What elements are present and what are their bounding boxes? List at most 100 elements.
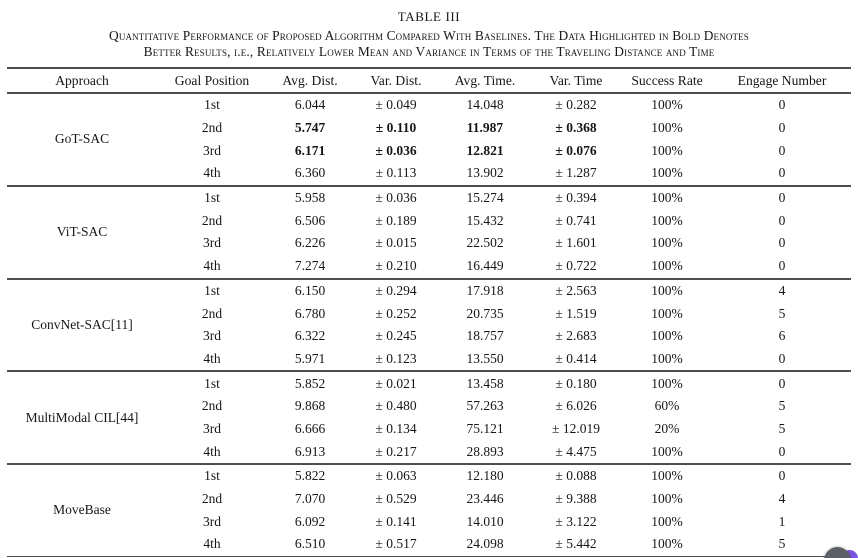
cell-goal: 1st — [204, 375, 220, 391]
approach-name: MultiModal CIL[44] — [25, 409, 139, 425]
cell-avg-time: 13.550 — [466, 350, 504, 366]
cell-success: 100% — [651, 350, 683, 366]
cell-success: 100% — [651, 468, 683, 484]
table-row: 2nd 9.868 ± 0.480 57.263 ± 6.026 60% 5 — [7, 395, 851, 418]
cell-engage: 0 — [778, 190, 786, 206]
caption-line-2: Better Results, i.e., Relatively Lower M… — [143, 44, 715, 59]
table-header-row: Approach Goal Position Avg. Dist. Var. Dist… — [7, 68, 851, 93]
cell-goal: 3rd — [203, 142, 221, 158]
cell-avg-time: 22.502 — [466, 235, 504, 251]
cell-engage: 0 — [778, 468, 786, 484]
column-header: Avg. Time. — [454, 72, 516, 88]
cell-avg-dist: 5.822 — [294, 468, 326, 484]
cell-goal: 3rd — [203, 328, 221, 344]
cell-avg-dist: 6.044 — [294, 97, 326, 113]
caption-line-1: Quantitative Performance of Proposed Alg… — [109, 28, 749, 43]
table-head: Approach Goal Position Avg. Dist. Var. Dist… — [7, 68, 851, 93]
table-row: GoT-SAC 1st 6.044 ± 0.049 14.048 ± 0.282 100% 0 — [7, 93, 851, 146]
cell-engage: 0 — [778, 165, 786, 181]
cell-engage: 5 — [778, 398, 786, 414]
cell-var-dist: ± 0.021 — [375, 375, 417, 391]
cell-engage: 5 — [778, 305, 786, 321]
widget-circle — [824, 547, 851, 558]
cell-goal: 4th — [203, 258, 221, 274]
cell-goal: 1st — [204, 190, 220, 206]
cell-var-time: ± 1.287 — [555, 165, 597, 181]
approach-group: ConvNet-SAC[11] 1st 6.150 ± 0.294 17.918 ± 2.… — [7, 278, 851, 372]
cell-success: 20% — [654, 420, 680, 436]
table-row: 3rd 6.092 ± 0.141 14.010 ± 3.122 100% 1 — [7, 510, 851, 533]
cell-var-dist: ± 0.113 — [375, 165, 417, 181]
cell-success: 100% — [651, 328, 683, 344]
cell-var-dist: ± 0.529 — [375, 491, 417, 507]
column-header: Var. Dist. — [370, 72, 422, 88]
table-row: 2nd 6.506 ± 0.189 15.432 ± 0.741 100% 0 — [7, 209, 851, 232]
cell-avg-dist: 5.958 — [294, 190, 326, 206]
table-row: ViT-SAC 1st 5.958 ± 0.036 15.274 ± 0.394 100% 0 — [7, 186, 851, 239]
cell-var-time: ± 1.601 — [555, 235, 597, 251]
cell-var-dist: ± 0.049 — [375, 97, 417, 113]
table-row: 4th 5.971 ± 0.123 13.550 ± 0.414 100% 0 — [7, 348, 851, 372]
cell-var-dist: ± 0.036 — [375, 142, 417, 158]
cell-var-time: ± 0.414 — [555, 350, 597, 366]
cell-var-dist: ± 0.063 — [375, 468, 417, 484]
cell-avg-time: 23.446 — [466, 491, 504, 507]
table-row: 3rd 6.171 ± 0.036 12.821 ± 0.076 100% 0 — [7, 139, 851, 162]
cell-avg-time: 75.121 — [466, 420, 504, 436]
cell-avg-time: 12.180 — [466, 468, 504, 484]
table-row: 3rd 6.666 ± 0.134 75.121 ± 12.019 20% 5 — [7, 418, 851, 441]
cell-avg-time: 15.432 — [466, 212, 504, 228]
cell-goal: 2nd — [201, 491, 223, 507]
cell-goal: 4th — [203, 536, 221, 552]
cell-var-dist: ± 0.517 — [375, 536, 417, 552]
cell-var-time: ± 6.026 — [555, 398, 597, 414]
cell-var-dist: ± 0.217 — [375, 443, 417, 459]
cell-var-time: ± 3.122 — [555, 513, 597, 529]
cell-var-dist: ± 0.252 — [375, 305, 417, 321]
cell-var-dist: ± 0.210 — [375, 258, 417, 274]
cell-goal: 3rd — [203, 513, 221, 529]
cell-goal: 2nd — [201, 120, 223, 136]
cell-var-time: ± 0.394 — [555, 190, 597, 206]
cell-engage: 6 — [778, 328, 786, 344]
cell-success: 100% — [651, 375, 683, 391]
cell-var-time: ± 0.282 — [555, 97, 597, 113]
cell-avg-dist: 6.171 — [294, 142, 326, 158]
table-label: TABLE III — [397, 9, 461, 24]
approach-group: ViT-SAC 1st 5.958 ± 0.036 15.274 ± 0.394 100% 0… — [7, 185, 851, 279]
floating-widget[interactable] — [820, 544, 858, 558]
cell-success: 100% — [651, 258, 683, 274]
cell-avg-time: 15.274 — [466, 190, 504, 206]
cell-var-time: ± 9.388 — [555, 491, 597, 507]
cell-engage: 0 — [778, 235, 786, 251]
cell-avg-dist: 7.274 — [294, 258, 326, 274]
cell-engage: 0 — [778, 443, 786, 459]
cell-avg-time: 12.821 — [466, 142, 504, 158]
cell-success: 100% — [651, 491, 683, 507]
cell-avg-dist: 6.360 — [294, 165, 326, 181]
cell-goal: 2nd — [201, 398, 223, 414]
column-header: Avg. Dist. — [282, 72, 338, 88]
cell-engage: 4 — [778, 282, 786, 298]
cell-engage: 0 — [778, 350, 786, 366]
cell-var-dist: ± 0.141 — [375, 513, 417, 529]
table-row: ConvNet-SAC[11] 1st 6.150 ± 0.294 17.918 ± 2.… — [7, 279, 851, 332]
cell-engage: 4 — [778, 491, 786, 507]
cell-success: 100% — [651, 305, 683, 321]
table-row: MultiModal CIL[44] 1st 5.852 ± 0.021 13.458 ±… — [7, 371, 851, 425]
cell-avg-dist: 6.226 — [294, 235, 326, 251]
cell-avg-dist: 6.666 — [294, 420, 326, 436]
cell-avg-time: 28.893 — [466, 443, 504, 459]
cell-var-time: ± 12.019 — [552, 420, 600, 436]
cell-avg-dist: 5.747 — [294, 120, 326, 136]
table-row: 4th 6.510 ± 0.517 24.098 ± 5.442 100% 5 — [7, 533, 851, 558]
cell-success: 100% — [651, 513, 683, 529]
column-header: Engage Number — [737, 72, 827, 88]
cell-goal: 3rd — [203, 235, 221, 251]
cell-avg-time: 57.263 — [466, 398, 504, 414]
cell-var-dist: ± 0.123 — [375, 350, 417, 366]
table-caption: Quantitative Performance of Proposed Alg… — [19, 28, 839, 60]
column-header: Success Rate — [631, 72, 703, 88]
cell-avg-time: 11.987 — [466, 120, 504, 136]
table-row: 2nd 6.780 ± 0.252 20.735 ± 1.519 100% 5 — [7, 302, 851, 325]
